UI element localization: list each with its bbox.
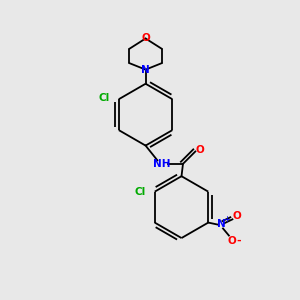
Text: O: O [141, 34, 150, 44]
Text: O: O [228, 236, 236, 246]
Text: N: N [217, 219, 226, 229]
Text: +: + [224, 215, 230, 224]
Text: O: O [232, 212, 241, 221]
Text: NH: NH [153, 159, 170, 169]
Text: N: N [141, 64, 150, 75]
Text: Cl: Cl [98, 93, 110, 103]
Text: -: - [236, 236, 241, 246]
Text: Cl: Cl [134, 187, 146, 197]
Text: O: O [195, 145, 204, 155]
